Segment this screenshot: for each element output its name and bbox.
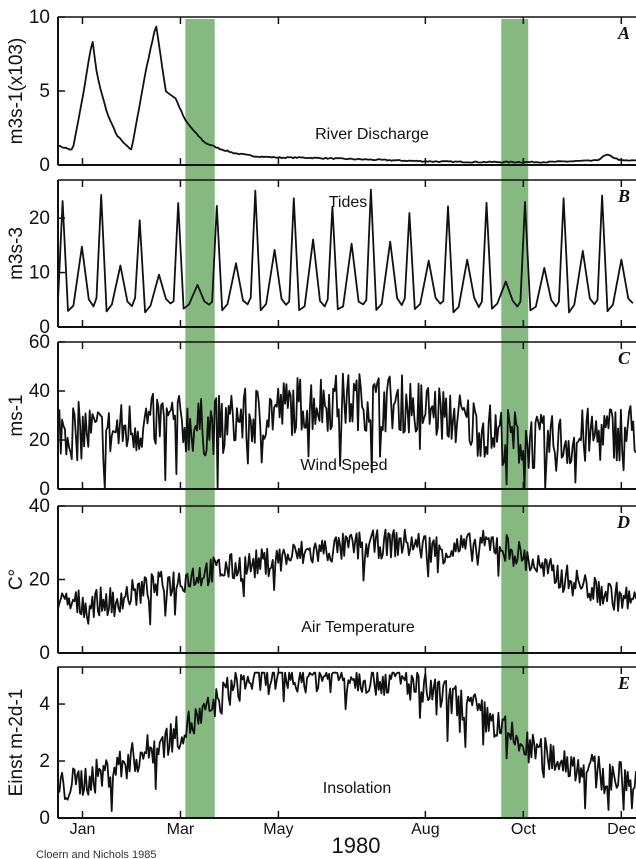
panel-title: Air Temperature: [301, 619, 415, 636]
y-tick-label: 0: [39, 808, 50, 829]
month-label: Aug: [411, 821, 439, 838]
panel-title: Insolation: [323, 780, 392, 797]
panel-E: 0 2 4 Einst m-2d-1 E Insolation: [6, 666, 636, 829]
month-axis: Jan Mar May Aug Oct Dec: [70, 821, 636, 838]
y-tick-label: 60: [29, 332, 50, 353]
panel-letter: B: [617, 186, 630, 206]
series-line: [57, 671, 636, 812]
y-tick-label: 10: [29, 7, 50, 28]
month-label: May: [263, 821, 293, 838]
month-label: Mar: [167, 821, 195, 838]
series-line: [57, 372, 636, 490]
y-tick-label: 4: [39, 694, 50, 715]
y-tick-label: 40: [29, 496, 50, 517]
credit-text: Cloern and Nichols 1985: [36, 849, 156, 859]
panel-C: 0 20 40 60 ms-1 C Wind Speed: [6, 332, 636, 500]
panel-title: Wind Speed: [300, 457, 387, 474]
panel-letter: D: [616, 512, 630, 532]
panel-letter: A: [617, 23, 630, 43]
panel-title: River Discharge: [315, 126, 429, 143]
panel-letter: C: [618, 348, 631, 368]
month-label: Dec: [607, 821, 635, 838]
y-tick-label: 20: [29, 570, 50, 591]
y-tick-label: 0: [39, 479, 50, 500]
series-line: [57, 528, 636, 626]
y-tick-label: 10: [29, 263, 50, 284]
month-label: Jan: [70, 821, 96, 838]
panel-D: 0 20 40 C° D Air Temperature: [6, 496, 636, 664]
y-tick-label: 20: [29, 430, 50, 451]
series-line: [57, 25, 636, 164]
month-label: Oct: [511, 821, 536, 838]
y-tick-label: 5: [39, 81, 50, 102]
y-axis-label: Einst m-2d-1: [6, 689, 27, 797]
series-line: [57, 188, 634, 314]
panel-title: Tides: [329, 194, 368, 211]
y-tick-label: 0: [39, 155, 50, 176]
y-axis-label: ms-1: [6, 394, 27, 436]
y-tick-label: 0: [39, 643, 50, 664]
year-label: 1980: [332, 833, 381, 858]
y-tick-label: 2: [39, 751, 50, 772]
y-tick-label: 0: [39, 317, 50, 338]
y-axis-label: m3s-1(x103): [6, 38, 27, 145]
y-axis-label: m3s-3: [6, 227, 27, 280]
y-tick-label: 20: [29, 208, 50, 229]
panel-letter: E: [617, 673, 630, 693]
y-axis-label: C°: [6, 569, 27, 590]
y-tick-label: 40: [29, 381, 50, 402]
